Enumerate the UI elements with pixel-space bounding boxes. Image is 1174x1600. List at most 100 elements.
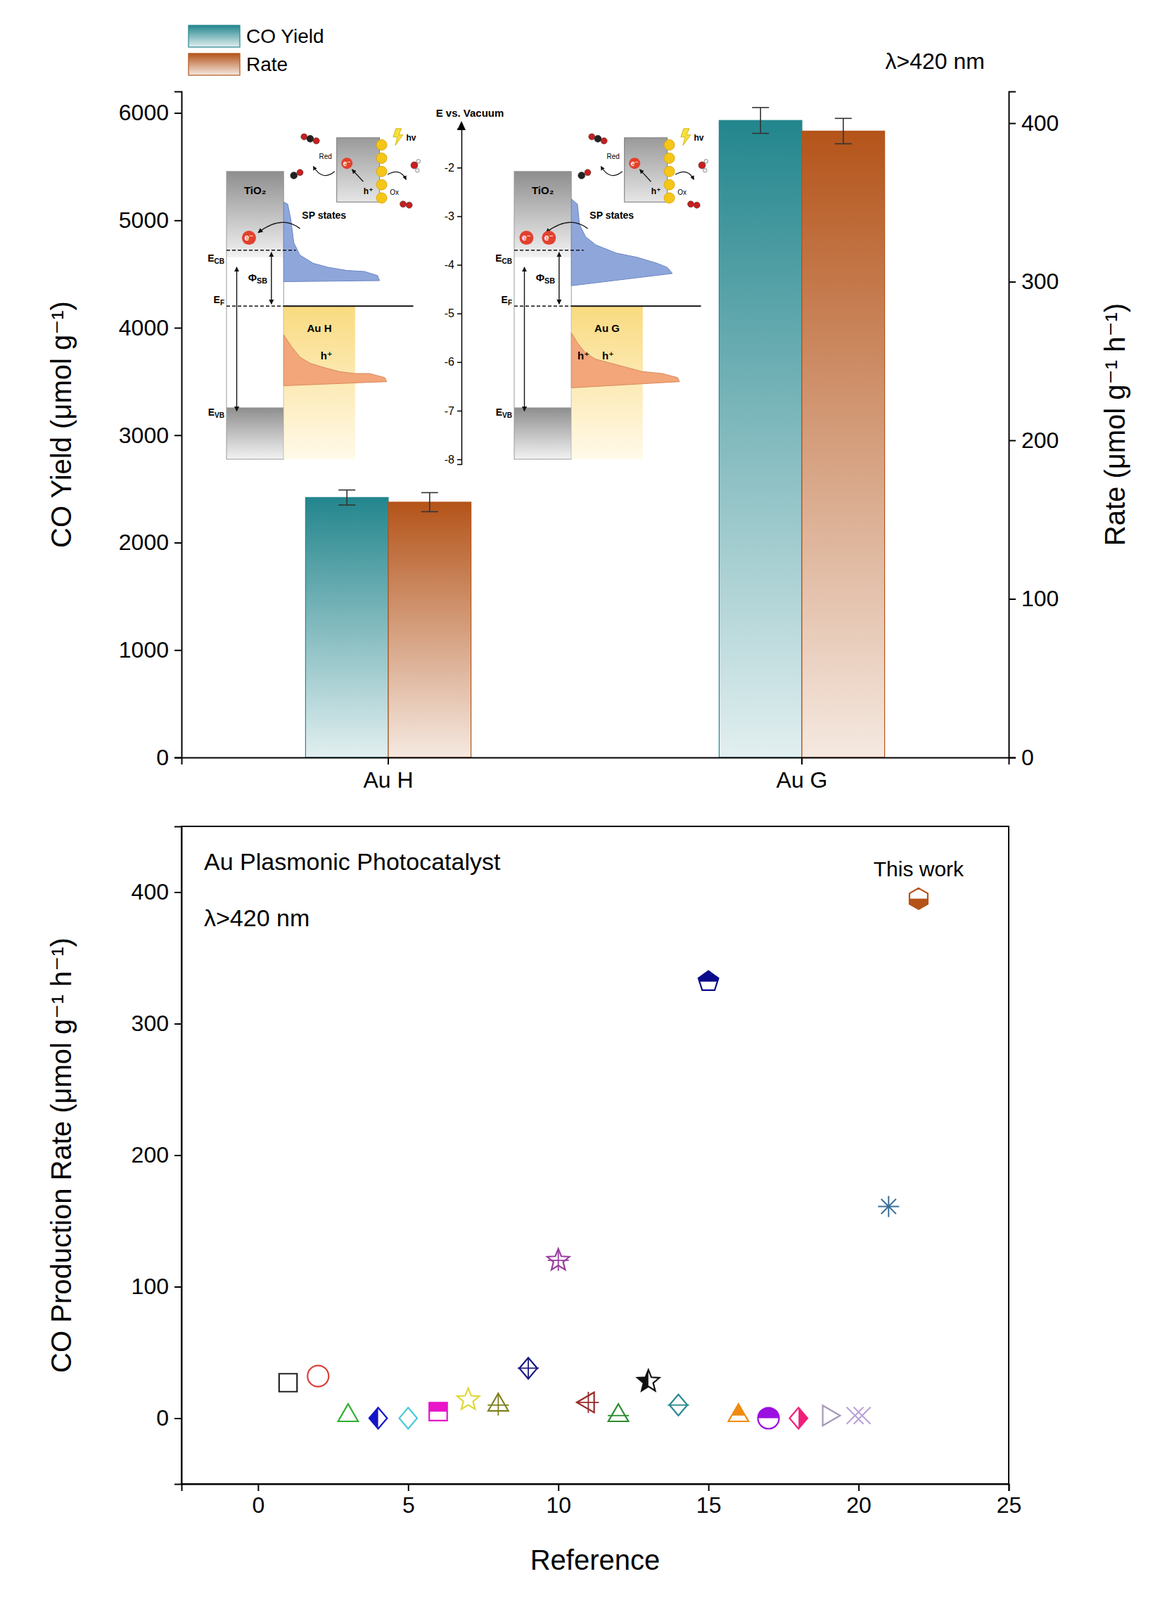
tick-label: 100 — [1021, 585, 1059, 612]
tick-label: 2000 — [118, 529, 169, 555]
gold-particle — [376, 179, 387, 190]
tick-mark — [457, 215, 462, 218]
error-bar — [834, 118, 852, 144]
error-bar-stem — [346, 490, 348, 506]
axis-line — [174, 827, 183, 1485]
tick-mark — [1008, 598, 1016, 601]
plot-frame — [181, 826, 1009, 1485]
tick: 10 — [545, 1484, 572, 1518]
marker-fill — [909, 898, 928, 910]
injection-arrow — [258, 222, 300, 233]
molecule-atom — [301, 133, 308, 140]
reduction-label: Red — [319, 152, 333, 161]
hole-label: h⁺ — [363, 186, 374, 197]
axis: 0510152025 — [182, 1484, 1023, 1518]
injection-arrow — [545, 222, 588, 233]
marker-line — [853, 1407, 871, 1425]
axis-title: Reference — [530, 1544, 661, 1576]
point — [789, 1408, 808, 1430]
tick-label: 15 — [696, 1492, 722, 1518]
gap-arrow — [236, 267, 238, 412]
tick-label: -2 — [444, 161, 455, 174]
marker-outline — [399, 1408, 418, 1430]
tick-mark — [387, 757, 389, 765]
light-bolt — [680, 128, 691, 146]
point — [429, 1402, 448, 1421]
marker-fill — [429, 1402, 448, 1412]
tick: 0 — [156, 1405, 182, 1431]
conduction-band — [514, 171, 572, 258]
tick-label: Au H — [362, 767, 413, 793]
marker-ground — [789, 1408, 808, 1430]
tick: 6000 — [118, 99, 182, 126]
electron — [241, 230, 257, 245]
marker-outline — [822, 1405, 841, 1426]
marker-line — [667, 1404, 689, 1407]
tick-mark — [801, 757, 803, 765]
electron — [628, 157, 641, 169]
point — [279, 1373, 298, 1393]
molecule-atom — [698, 161, 706, 169]
marker-line — [577, 1392, 599, 1414]
bar — [718, 120, 802, 758]
axis: Au H Au G — [182, 757, 1010, 793]
marker-line — [547, 1249, 570, 1272]
point — [517, 1357, 539, 1379]
molecule-atom — [296, 169, 304, 176]
axis-line — [182, 758, 1010, 766]
tick-label: 1000 — [118, 637, 169, 663]
tick-mark — [1008, 123, 1016, 125]
tick-mark — [174, 891, 182, 894]
point — [822, 1405, 841, 1426]
level-label: EF — [213, 294, 226, 307]
barrier-arrow — [270, 252, 272, 305]
tick-label: 0 — [156, 1405, 169, 1431]
fermi-line — [283, 305, 413, 307]
marker-outline — [637, 1370, 660, 1392]
tick: -7 — [444, 405, 462, 418]
molecule-atom — [584, 169, 591, 176]
tick-label: 25 — [996, 1492, 1023, 1518]
tick: 300 — [131, 1010, 182, 1037]
valence-band — [514, 407, 572, 460]
gold-particle — [376, 192, 387, 204]
label-part: E — [495, 252, 502, 264]
legend-item: CO Yield — [188, 25, 325, 48]
states-label: SP states — [301, 209, 347, 221]
tick: -8 — [444, 453, 462, 466]
tick-mark — [174, 1155, 182, 1157]
tick: 2000 — [118, 529, 182, 555]
point — [338, 1404, 359, 1422]
marker-outline — [338, 1404, 359, 1422]
tick: 1000 — [118, 637, 182, 663]
molecule-atom — [415, 168, 420, 174]
tick-label: Au G — [776, 767, 828, 793]
inset: TiO₂ECBEFEVBΦSBSP statesAu Ge⁻e⁻h⁺h⁺e⁻h⁺… — [495, 128, 708, 460]
electron — [541, 230, 556, 245]
marker-outline — [457, 1388, 480, 1410]
tick-label: 400 — [131, 879, 169, 905]
gold-particle — [376, 139, 387, 151]
axis-title: CO Yield (μmol g⁻¹) — [45, 301, 77, 548]
error-bar-stem — [759, 107, 762, 134]
level-line — [226, 249, 297, 252]
tick-label: 200 — [1021, 427, 1059, 453]
point — [909, 888, 928, 910]
tick-mark — [1008, 1484, 1011, 1492]
tick-mark — [858, 1484, 860, 1492]
marker-ground — [369, 1408, 388, 1430]
light-bolt — [393, 128, 404, 146]
level-label: EF — [501, 294, 513, 307]
label-subscript: VB — [502, 411, 513, 420]
level-label: EVB — [208, 406, 225, 420]
catalyst-slab — [336, 137, 380, 202]
molecule-atom — [416, 158, 421, 164]
label-part: E — [213, 294, 221, 306]
molecule-atom — [703, 168, 708, 174]
hole-dos — [283, 334, 387, 387]
point — [547, 1249, 570, 1272]
light-label: hv — [693, 132, 704, 143]
tick: 0 — [156, 744, 182, 771]
point — [369, 1408, 388, 1430]
electron-label: e⁻ — [343, 159, 352, 168]
